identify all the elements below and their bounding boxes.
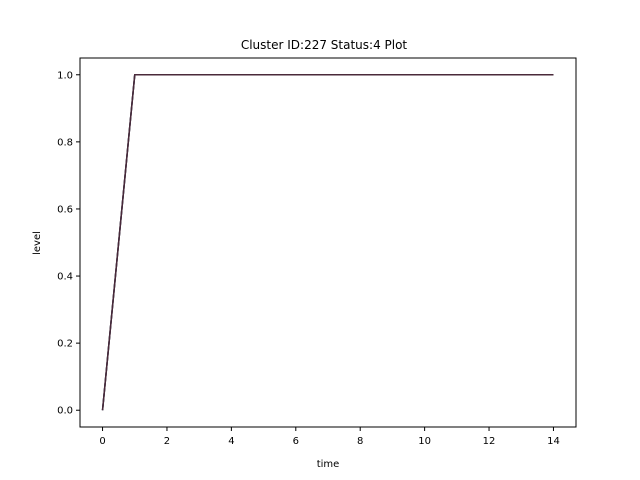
- y-axis: 0.0 0.2 0.4 0.6 0.8 1.0: [57, 70, 80, 417]
- x-tick-label: 14: [547, 436, 560, 447]
- x-tick-label: 10: [418, 436, 431, 447]
- x-axis-label: time: [317, 459, 340, 470]
- series-line-1: [101, 74, 554, 411]
- y-tick-label: 1.0: [57, 70, 73, 81]
- series-layer: [101, 74, 554, 411]
- y-tick-label: 0.6: [57, 204, 73, 215]
- y-tick-label: 0.2: [57, 339, 73, 350]
- x-tick-label: 4: [228, 436, 234, 447]
- plot-area: [79, 57, 577, 428]
- y-axis-label: level: [32, 231, 43, 255]
- x-axis: 0 2 4 6 8 10 12 14: [99, 427, 560, 447]
- y-tick-label: 0.4: [57, 272, 73, 283]
- x-tick-label: 0: [99, 436, 105, 447]
- x-tick-label: 2: [164, 436, 170, 447]
- chart-title: Cluster ID:227 Status:4 Plot: [241, 38, 408, 52]
- y-tick-label: 0.0: [57, 406, 73, 417]
- y-tick-label: 0.8: [57, 137, 73, 148]
- x-tick-label: 8: [357, 436, 363, 447]
- x-tick-label: 12: [483, 436, 496, 447]
- series-line-3: [101, 74, 554, 411]
- x-tick-label: 6: [293, 436, 299, 447]
- series-line-2: [101, 74, 554, 411]
